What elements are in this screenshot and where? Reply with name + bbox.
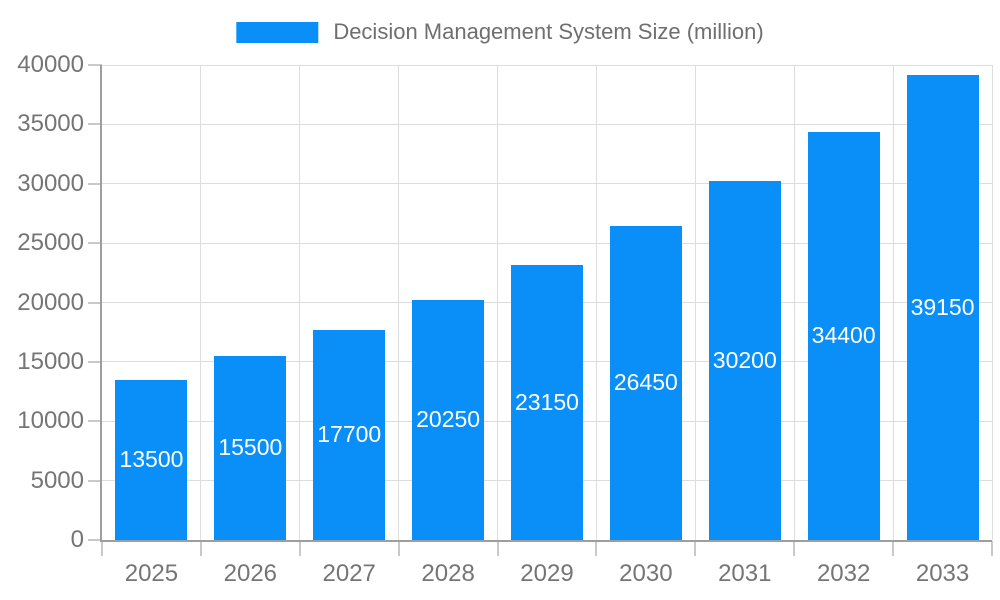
y-tick-label: 35000 [17, 110, 84, 138]
bar-2032: 34400 [807, 131, 880, 540]
bar-2026: 15500 [214, 355, 287, 540]
bar-value-label: 30200 [712, 347, 777, 374]
y-tick-label: 5000 [30, 466, 84, 494]
x-tick [496, 541, 499, 556]
bar-2033: 39150 [906, 75, 979, 540]
bar-2027: 17700 [313, 329, 386, 540]
x-tick [595, 541, 598, 556]
y-tick [88, 242, 102, 245]
y-tick [88, 301, 102, 304]
y-tick [88, 123, 102, 126]
v-gridline [299, 65, 301, 540]
legend-item[interactable]: Decision Management System Size (million… [236, 19, 764, 45]
y-tick-label: 20000 [17, 288, 84, 316]
y-tick [88, 64, 102, 66]
bar-2029: 23150 [511, 265, 583, 540]
y-tick-label: 25000 [17, 229, 84, 257]
v-gridline [398, 65, 400, 540]
legend-label: Decision Management System Size (million… [333, 19, 764, 44]
v-gridline [793, 65, 795, 540]
y-axis-line [100, 65, 102, 542]
x-tick [397, 541, 400, 556]
h-gridline [102, 183, 992, 185]
y-tick [88, 360, 102, 363]
x-tick-label-2033: 2033 [915, 560, 970, 587]
x-tick-label-2030: 2030 [619, 560, 673, 587]
x-tick-label-2028: 2028 [421, 560, 475, 587]
x-tick [101, 541, 103, 556]
bar-value-label: 39150 [910, 294, 975, 321]
v-gridline [892, 65, 894, 540]
y-tick-label: 15000 [17, 347, 84, 375]
x-tick [298, 541, 301, 556]
bar-value-label: 17700 [317, 421, 382, 448]
bar-value-label: 34400 [811, 322, 876, 349]
x-tick-label-2026: 2026 [223, 560, 278, 587]
v-gridline [991, 65, 993, 540]
x-tick-label-2027: 2027 [322, 560, 376, 587]
x-tick [694, 541, 697, 556]
y-tick [88, 182, 102, 185]
x-tick [199, 541, 202, 556]
y-tick-label: 0 [70, 526, 84, 553]
bar-2028: 20250 [412, 299, 485, 540]
v-gridline [497, 65, 499, 540]
v-gridline [200, 65, 202, 540]
y-tick-label: 10000 [17, 407, 84, 435]
bar-2030: 26450 [609, 225, 682, 540]
y-tick [88, 479, 102, 482]
bar-value-label: 15500 [218, 434, 283, 461]
h-gridline [102, 64, 992, 66]
bar-2031: 30200 [708, 181, 781, 540]
bar-value-label: 23150 [515, 389, 579, 416]
x-tick [892, 541, 895, 556]
y-tick [88, 539, 102, 541]
bar-value-label: 20250 [416, 406, 481, 433]
bar-value-label: 26450 [613, 369, 678, 396]
y-tick-label: 40000 [17, 51, 84, 78]
legend-swatch [236, 21, 319, 43]
h-gridline [102, 123, 992, 125]
x-tick-label-2029: 2029 [520, 560, 574, 587]
x-axis-line [100, 540, 992, 542]
h-gridline [102, 242, 992, 244]
x-tick [991, 541, 993, 556]
y-tick-label: 30000 [17, 169, 84, 197]
bar-value-label: 13500 [119, 446, 184, 473]
v-gridline [694, 65, 696, 540]
x-tick [793, 541, 796, 556]
x-tick-label-2031: 2031 [718, 560, 772, 587]
v-gridline [595, 65, 597, 540]
bar-2025: 13500 [115, 379, 188, 540]
x-tick-label-2032: 2032 [816, 560, 871, 587]
x-tick-label-2025: 2025 [124, 560, 179, 587]
y-tick [88, 420, 102, 423]
